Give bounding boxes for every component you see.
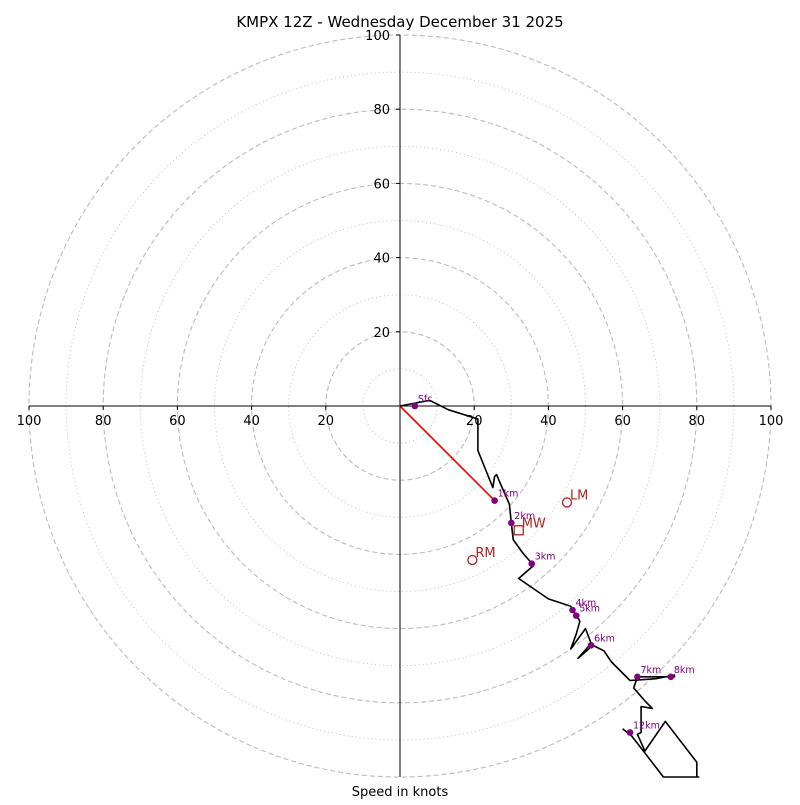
height-marker-dot bbox=[411, 402, 419, 410]
height-marker-dot bbox=[667, 673, 675, 681]
storm-motion-marker bbox=[561, 497, 573, 508]
height-marker-dot bbox=[569, 606, 576, 614]
height-marker-label: 8km bbox=[674, 665, 695, 676]
storm-motion-markers: LM MW RM bbox=[467, 488, 588, 566]
height-marker-dot bbox=[572, 612, 580, 619]
y-tick-label: 80 bbox=[373, 103, 390, 118]
x-tick-label: 20 bbox=[318, 414, 335, 429]
x-tick-label: 100 bbox=[17, 414, 42, 429]
x-tick-label: 40 bbox=[243, 414, 260, 429]
height-marker-dot bbox=[491, 497, 498, 504]
shear-vector-group bbox=[399, 405, 496, 502]
x-tick-label: 80 bbox=[95, 414, 112, 429]
x-tick-label: 80 bbox=[689, 414, 706, 429]
y-tick-label: 40 bbox=[373, 252, 390, 267]
height-marker-label: 3km bbox=[535, 552, 556, 563]
y-tick-label: 100 bbox=[365, 29, 390, 44]
hodograph-trace-group bbox=[399, 399, 700, 778]
height-marker-label: 12km bbox=[633, 720, 660, 731]
height-marker-dot bbox=[626, 729, 634, 736]
y-tick-label: 20 bbox=[373, 326, 390, 341]
storm-motion-label: LM bbox=[570, 488, 588, 503]
hodograph-trace bbox=[399, 399, 700, 778]
height-marker-label: 4km bbox=[576, 598, 597, 609]
x-axis-label: Speed in knots bbox=[352, 785, 449, 800]
storm-motion-marker bbox=[513, 525, 524, 536]
height-marker-label: 6km bbox=[594, 633, 615, 644]
height-marker-label: 2km bbox=[514, 511, 535, 522]
height-marker-label: Sfc bbox=[418, 394, 433, 405]
height-marker-dot bbox=[508, 519, 515, 527]
y-tick-label: 60 bbox=[373, 177, 390, 192]
storm-motion-label: RM bbox=[475, 546, 495, 561]
height-marker-dot bbox=[634, 673, 641, 681]
height-marker-label: 5km bbox=[579, 604, 600, 615]
x-tick-label: 40 bbox=[540, 414, 557, 429]
x-tick-label: 100 bbox=[759, 414, 784, 429]
height-marker-dot bbox=[528, 560, 536, 567]
x-tick-label: 60 bbox=[169, 414, 186, 429]
height-marker-label: 1km bbox=[498, 489, 519, 500]
storm-motion-label: MW bbox=[522, 516, 546, 531]
storm-motion-marker bbox=[467, 554, 478, 566]
shear-vector bbox=[399, 405, 496, 502]
height-marker-dot bbox=[587, 641, 595, 649]
height-marker-label: 7km bbox=[640, 665, 661, 676]
chart-title: KMPX 12Z - Wednesday December 31 2025 bbox=[236, 13, 563, 31]
x-tick-label: 60 bbox=[614, 414, 631, 429]
